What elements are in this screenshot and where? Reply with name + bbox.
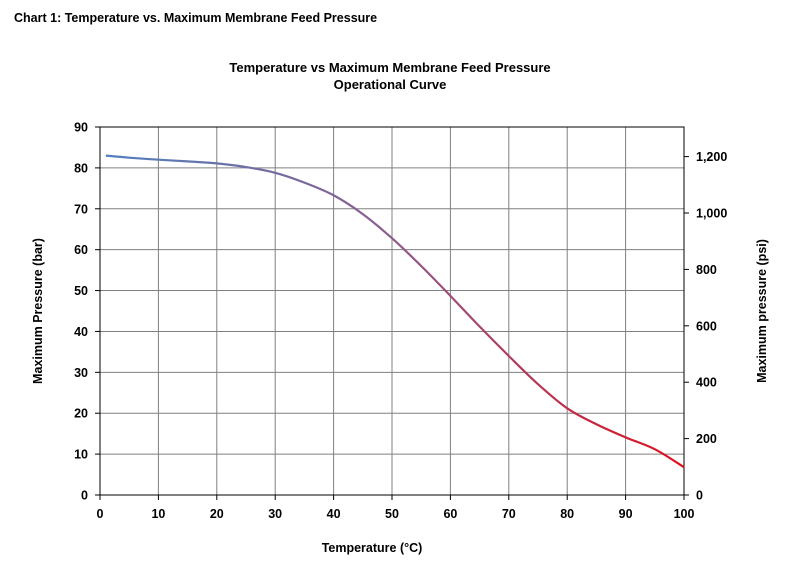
x-tick-label: 0 [97,507,104,521]
x-tick-label: 70 [502,507,516,521]
y-axis-right: 0 200 400 600 800 1,000 1,200 [684,150,727,503]
chart-subtitle: Operational Curve [334,77,447,92]
y2-tick-label: 400 [696,376,717,390]
x-tick-label: 40 [327,507,341,521]
y-tick-label: 30 [74,366,88,380]
y2-tick-label: 200 [696,432,717,446]
x-tick-label: 100 [674,507,695,521]
y-axis-label: Maximum Pressure (bar) [31,238,45,384]
y2-tick-label: 800 [696,263,717,277]
x-tick-label: 50 [385,507,399,521]
y-tick-label: 90 [74,121,88,135]
chart-title: Temperature vs Maximum Membrane Feed Pre… [229,60,550,75]
y2-tick-label: 1,200 [696,150,727,164]
pressure-curve [105,154,685,469]
x-tick-label: 10 [151,507,165,521]
x-tick-label: 20 [210,507,224,521]
x-tick-label: 80 [560,507,574,521]
y-tick-label: 80 [74,161,88,175]
y-tick-label: 20 [74,407,88,421]
y-tick-label: 50 [74,284,88,298]
x-tick-label: 90 [619,507,633,521]
y2-axis-label: Maximum pressure (psi) [755,239,769,383]
grid [100,127,684,495]
y-tick-label: 10 [74,448,88,462]
y-tick-label: 0 [81,489,88,503]
y-tick-label: 40 [74,325,88,339]
x-axis: 0 10 20 30 40 50 60 70 80 90 100 [97,495,695,521]
y2-tick-label: 1,000 [696,207,727,221]
y2-tick-label: 600 [696,319,717,333]
y2-tick-label: 0 [696,489,703,503]
x-axis-label: Temperature (°C) [322,541,423,555]
x-tick-label: 30 [268,507,282,521]
y-axis-left: 0 10 20 30 40 50 60 70 80 90 [74,121,100,503]
page-heading: Chart 1: Temperature vs. Maximum Membran… [14,11,378,25]
y-tick-label: 60 [74,243,88,257]
y-tick-label: 70 [74,202,88,216]
x-tick-label: 60 [443,507,457,521]
